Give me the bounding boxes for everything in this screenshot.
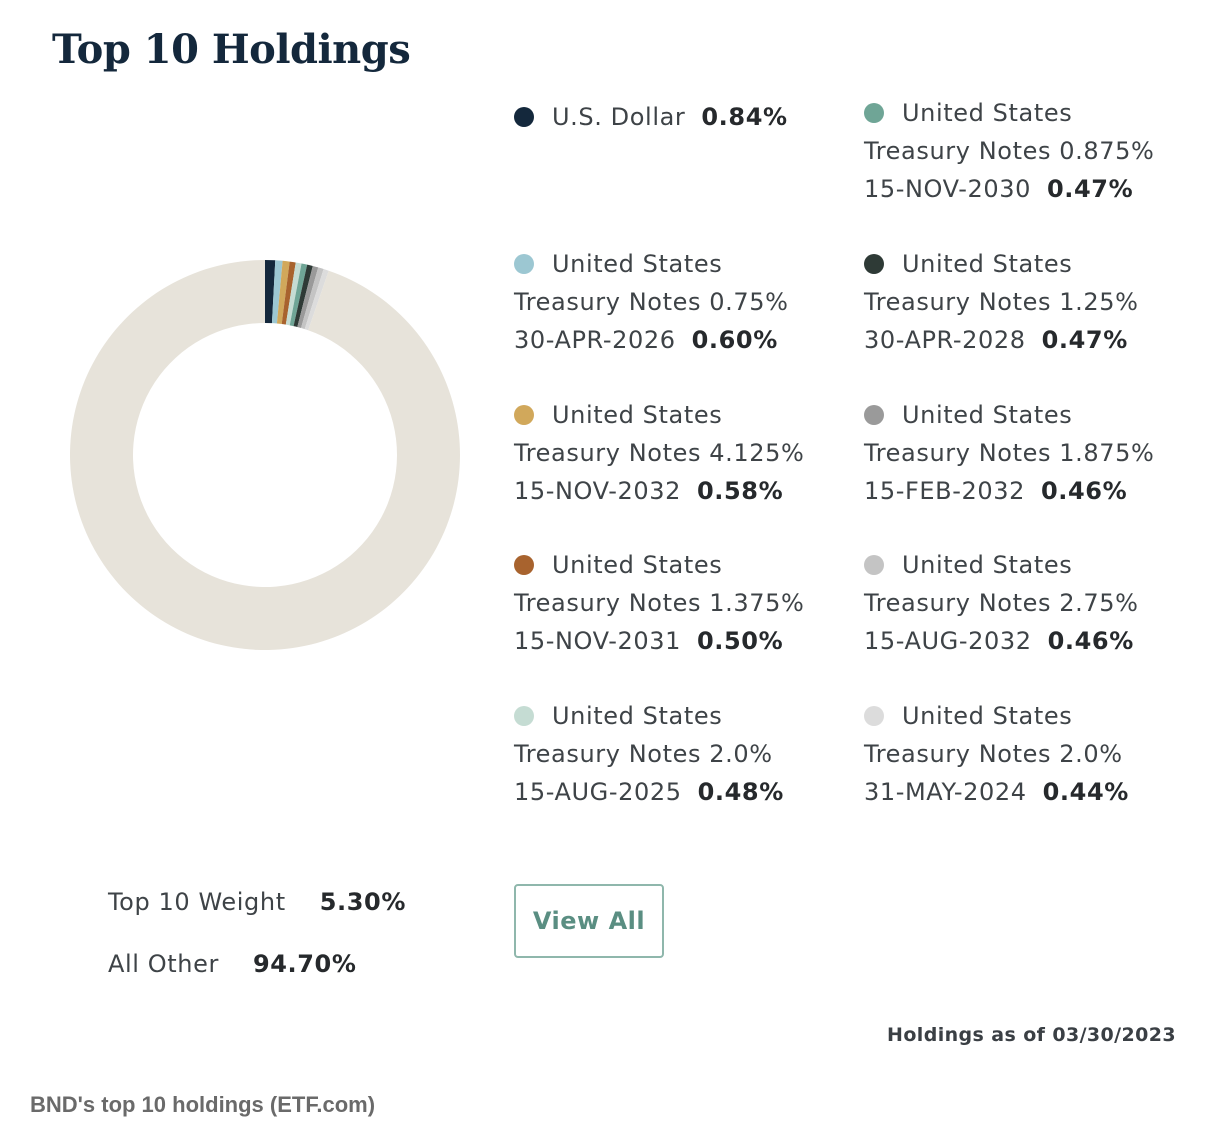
legend-label: United States [552, 250, 723, 278]
legend-item-3: United States Treasury Notes 1.25% 30-AP… [864, 245, 1194, 359]
legend-item-0: U.S. Dollar 0.84% [514, 98, 844, 136]
legend-label: Treasury Notes 0.75% [514, 288, 789, 316]
legend-label: Treasury Notes 0.875% [864, 137, 1155, 165]
legend-item-1: United States Treasury Notes 0.875% 15-N… [864, 94, 1194, 208]
legend-label: Treasury Notes 4.125% [514, 439, 805, 467]
legend-value: 0.48% [697, 778, 784, 806]
legend-label: Treasury Notes 2.0% [514, 740, 773, 768]
legend-value: 0.47% [1041, 326, 1128, 354]
chart-title: Top 10 Holdings [52, 26, 411, 73]
legend-dot-icon [514, 107, 534, 127]
legend-item-9: United States Treasury Notes 2.0% 31-MAY… [864, 697, 1194, 811]
weights-summary: Top 10 Weight 5.30% All Other 94.70% [108, 888, 406, 1012]
donut-chart [69, 260, 461, 650]
donut-slice-9 [304, 269, 329, 331]
figure-caption: BND's top 10 holdings (ETF.com) [30, 1092, 376, 1117]
legend-dot-icon [864, 555, 884, 575]
all-other-value: 94.70% [252, 950, 357, 978]
legend-label: United States [902, 551, 1073, 579]
legend-label: Treasury Notes 2.0% [864, 740, 1123, 768]
legend-dot-icon [514, 706, 534, 726]
legend-label: United States [902, 250, 1073, 278]
legend-item-5: United States Treasury Notes 1.875% 15-F… [864, 396, 1194, 510]
legend-value: 0.44% [1042, 778, 1129, 806]
top10-weight-label: Top 10 Weight [108, 888, 286, 916]
donut-slice-5 [289, 263, 308, 327]
legend-date: 15-NOV-2031 [514, 627, 681, 655]
legend-value: 0.84% [701, 103, 788, 131]
holdings-as-of-date: Holdings as of 03/30/2023 [887, 1024, 1176, 1046]
donut-slice-4 [285, 262, 302, 326]
legend-value: 0.60% [691, 326, 778, 354]
view-all-button[interactable]: View All [514, 884, 664, 958]
legend-label: Treasury Notes 2.75% [864, 589, 1139, 617]
top10-weight-value: 5.30% [319, 888, 406, 916]
donut-slice-7 [297, 265, 319, 329]
all-other-label: All Other [108, 950, 219, 978]
legend-label: United States [552, 702, 723, 730]
legend-value: 0.46% [1040, 477, 1128, 505]
legend-item-6: United States Treasury Notes 1.375% 15-N… [514, 546, 844, 660]
legend-date: 15-AUG-2025 [514, 778, 682, 806]
legend-dot-icon [514, 405, 534, 425]
donut-slice-3 [281, 261, 296, 325]
legend-dot-icon [864, 254, 884, 274]
legend-item-4: United States Treasury Notes 4.125% 15-N… [514, 396, 844, 510]
legend-label: United States [902, 401, 1073, 429]
legend-label: United States [902, 702, 1073, 730]
legend-date: 15-FEB-2032 [864, 477, 1025, 505]
legend-label: Treasury Notes 1.25% [864, 288, 1139, 316]
legend-date: 31-MAY-2024 [864, 778, 1027, 806]
legend-value: 0.58% [696, 477, 784, 505]
legend-dot-icon [864, 405, 884, 425]
legend-label: United States [552, 551, 723, 579]
legend-item-8: United States Treasury Notes 2.0% 15-AUG… [514, 697, 844, 811]
legend-item-2: United States Treasury Notes 0.75% 30-AP… [514, 245, 844, 359]
legend-dot-icon [864, 706, 884, 726]
legend-label: United States [902, 99, 1073, 127]
legend-date: 30-APR-2028 [864, 326, 1026, 354]
legend-date: 30-APR-2026 [514, 326, 676, 354]
legend-label: Treasury Notes 1.375% [514, 589, 805, 617]
legend-date: 15-AUG-2032 [864, 627, 1032, 655]
donut-slice-1 [271, 260, 283, 324]
legend-item-7: United States Treasury Notes 2.75% 15-AU… [864, 546, 1194, 660]
legend-label: U.S. Dollar [552, 103, 686, 131]
legend-value: 0.46% [1047, 627, 1134, 655]
legend-dot-icon [864, 103, 884, 123]
donut-slice-0 [265, 260, 276, 324]
donut-slice-10 [69, 260, 461, 650]
legend-dot-icon [514, 555, 534, 575]
donut-slice-8 [301, 267, 324, 330]
legend-date: 15-NOV-2032 [514, 477, 681, 505]
legend-date: 15-NOV-2030 [864, 175, 1031, 203]
legend-label: Treasury Notes 1.875% [864, 439, 1155, 467]
legend-dot-icon [514, 254, 534, 274]
donut-slice-6 [293, 264, 313, 328]
legend-value: 0.50% [696, 627, 784, 655]
donut-slice-2 [276, 260, 290, 325]
legend-value: 0.47% [1046, 175, 1134, 203]
legend-label: United States [552, 401, 723, 429]
